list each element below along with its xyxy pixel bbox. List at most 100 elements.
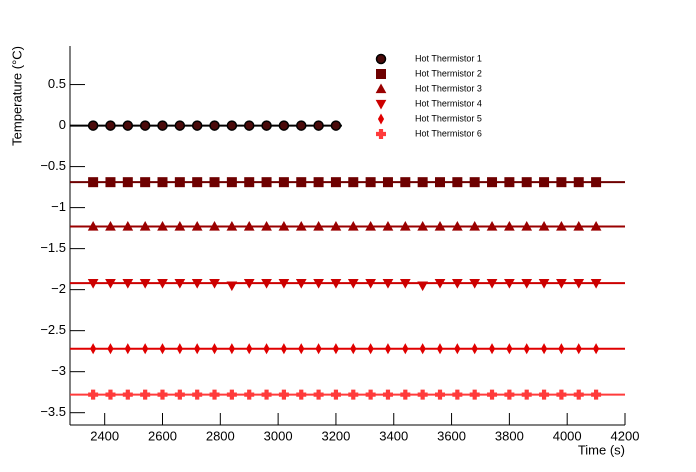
point (313, 120, 324, 131)
point (278, 278, 290, 289)
point (521, 177, 532, 188)
y-tick-label: −1 (51, 199, 66, 214)
point (105, 120, 116, 131)
point (157, 120, 168, 131)
point (365, 177, 376, 188)
point (332, 343, 340, 355)
point (191, 220, 203, 231)
point (313, 278, 324, 289)
point (87, 278, 99, 289)
point (521, 389, 532, 400)
y-tick-label: −3.5 (40, 404, 66, 419)
point (211, 343, 218, 355)
point (105, 389, 116, 400)
point (556, 278, 567, 289)
point (330, 389, 341, 400)
point (590, 278, 602, 289)
point (435, 177, 445, 188)
point (558, 343, 565, 355)
y-tick-label: −2 (51, 281, 66, 296)
point (417, 281, 429, 292)
point (278, 120, 290, 131)
point (244, 389, 255, 400)
y-axis-title: Temperature (°C) (9, 46, 24, 146)
point (296, 389, 307, 400)
point (452, 389, 463, 400)
point (434, 278, 446, 289)
point (504, 278, 515, 289)
point (315, 343, 322, 355)
x-axis-title: Time (s) (578, 442, 625, 457)
point (296, 120, 307, 131)
point (591, 389, 602, 400)
point (384, 343, 392, 355)
point (122, 177, 133, 188)
point (330, 177, 341, 188)
point (486, 278, 498, 289)
point (434, 220, 446, 231)
point (243, 120, 255, 131)
legend-label: Hot Thermistor 3 (415, 83, 482, 93)
point (191, 278, 203, 289)
point (140, 389, 151, 400)
point (192, 177, 203, 188)
legend-label: Hot Thermistor 2 (415, 68, 482, 78)
point (226, 389, 237, 400)
point (313, 177, 324, 188)
x-tick-label: 3000 (264, 428, 293, 443)
point (330, 278, 342, 289)
point (87, 220, 99, 231)
point (280, 343, 287, 355)
point (261, 177, 272, 188)
point (504, 389, 515, 400)
legend-marker (375, 99, 387, 110)
point (122, 389, 133, 400)
point (226, 281, 238, 292)
point (192, 389, 203, 400)
legend-label: Hot Thermistor 5 (415, 113, 482, 123)
point (278, 389, 289, 400)
point (209, 177, 220, 188)
point (157, 278, 168, 289)
point (174, 220, 186, 231)
point (228, 343, 235, 355)
point (140, 177, 151, 188)
point (243, 278, 255, 289)
point (399, 278, 411, 289)
point (486, 220, 498, 231)
point (246, 343, 253, 355)
point (298, 343, 305, 355)
point (105, 220, 116, 231)
point (506, 343, 513, 355)
point (419, 343, 426, 355)
point (122, 278, 134, 289)
x-tick-label: 3600 (437, 428, 466, 443)
legend-label: Hot Thermistor 4 (415, 98, 482, 108)
point (174, 120, 186, 131)
point (226, 177, 237, 188)
x-tick-label: 4000 (553, 428, 582, 443)
point (313, 389, 324, 400)
point (399, 220, 411, 231)
point (488, 343, 496, 355)
point (243, 220, 255, 231)
point (278, 177, 289, 188)
point (261, 389, 272, 400)
point (575, 343, 582, 355)
point (382, 177, 393, 188)
x-tick-label: 2800 (206, 428, 235, 443)
point (313, 220, 324, 231)
point (261, 120, 272, 131)
x-tick-label: 3200 (321, 428, 350, 443)
point (139, 120, 151, 131)
legend-marker (375, 83, 387, 94)
point (122, 220, 134, 231)
point (487, 177, 498, 188)
point (226, 120, 238, 131)
y-tick-label: −3 (51, 363, 66, 378)
point (330, 220, 342, 231)
point (521, 278, 533, 289)
point (261, 278, 272, 289)
point (295, 278, 307, 289)
